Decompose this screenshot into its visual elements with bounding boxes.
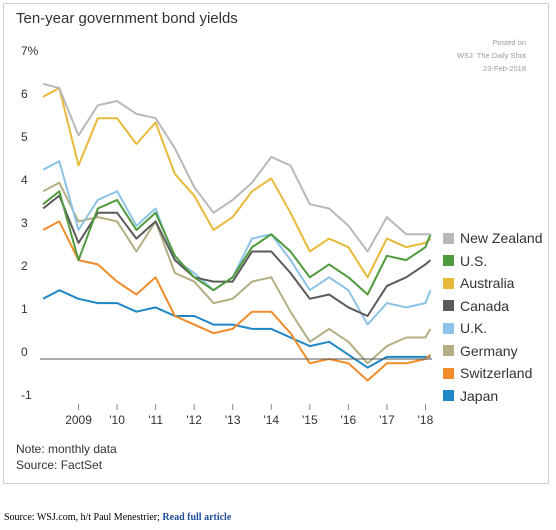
- x-tick-label: 2009: [65, 413, 92, 427]
- legend-label: Germany: [460, 342, 518, 359]
- x-tick-label: '16: [341, 413, 357, 427]
- legend-swatch: [443, 390, 454, 402]
- legend-label: Australia: [460, 275, 515, 292]
- footer-source: Source: WSJ.com, h/t Paul Menestrier; Re…: [4, 512, 231, 523]
- posted-line-1: Posted on: [492, 38, 526, 47]
- note-text: Note: monthly data: [16, 442, 117, 456]
- y-axis-ticks: 7% 6 5 4 3 2 1 0 -1: [21, 44, 39, 402]
- series-line-switzerland: [42, 220, 432, 382]
- series-line-new-zealand: [42, 82, 431, 253]
- legend-item-australia: Australia: [443, 272, 543, 295]
- legend-label: Japan: [460, 387, 499, 404]
- posted-credit: Posted on WSJ: The Daily Shot 23-Feb-201…: [457, 36, 526, 75]
- chart-notes: Note: monthly data Source: FactSet: [16, 441, 117, 473]
- y-tick-label: 6: [21, 87, 28, 101]
- legend-label: Canada: [460, 297, 510, 314]
- legend-item-u-k: U.K.: [443, 317, 543, 340]
- legend-label: U.K.: [460, 320, 488, 337]
- x-tick-label: '18: [418, 413, 434, 427]
- series-line-japan: [42, 289, 431, 369]
- posted-line-3: 23-Feb-2018: [483, 64, 526, 73]
- x-tick-label: '15: [302, 413, 318, 427]
- series-layer: [42, 82, 432, 382]
- y-tick-label: 2: [21, 259, 28, 273]
- posted-line-2: WSJ: The Daily Shot: [456, 51, 526, 60]
- x-tick-label: '17: [379, 413, 395, 427]
- legend-item-japan: Japan: [443, 385, 543, 408]
- x-tick-label: '13: [225, 413, 241, 427]
- legend-swatch: [443, 255, 454, 267]
- series-line-australia: [42, 87, 432, 279]
- x-tick-label: '10: [109, 413, 125, 427]
- legend-swatch: [443, 277, 454, 289]
- legend: New Zealand U.S. Australia Canada U.K. German…: [443, 227, 543, 407]
- y-tick-label: 3: [21, 216, 28, 230]
- legend-swatch: [443, 322, 454, 334]
- source-text: Source: FactSet: [16, 458, 103, 472]
- series-line-u-s: [42, 190, 432, 296]
- y-tick-label: 0: [21, 345, 28, 359]
- x-tick-label: '14: [263, 413, 279, 427]
- legend-label: U.S.: [460, 252, 488, 269]
- legend-label: New Zealand: [460, 230, 543, 247]
- legend-swatch: [443, 300, 454, 312]
- read-full-article-link[interactable]: Read full article: [162, 512, 232, 523]
- chart-title: Ten-year government bond yields: [16, 10, 238, 27]
- series-line-canada: [42, 194, 432, 317]
- chart-frame: [3, 3, 549, 484]
- legend-item-new-zealand: New Zealand: [443, 227, 543, 250]
- legend-swatch: [443, 367, 454, 379]
- y-tick-label: 4: [21, 173, 28, 187]
- x-axis-ticks: 2009 '10 '11 '12 '13 '14 '15 '16 '17 '18: [65, 404, 434, 427]
- y-tick-label: -1: [21, 388, 32, 402]
- legend-swatch: [443, 232, 454, 244]
- footer-source-text: Source: WSJ.com, h/t Paul Menestrier;: [4, 512, 163, 523]
- legend-item-switzerland: Switzerland: [443, 362, 543, 385]
- legend-item-germany: Germany: [443, 340, 543, 363]
- y-tick-label: 5: [21, 130, 28, 144]
- y-tick-label: 1: [21, 302, 28, 316]
- x-tick-label: '11: [148, 413, 163, 427]
- legend-label: Switzerland: [460, 365, 533, 382]
- series-line-germany: [42, 181, 432, 365]
- series-line-u-k: [42, 160, 432, 326]
- y-tick-label: 7%: [21, 44, 39, 58]
- x-tick-label: '12: [186, 413, 202, 427]
- legend-item-canada: Canada: [443, 295, 543, 318]
- legend-item-u-s: U.S.: [443, 250, 543, 273]
- legend-swatch: [443, 345, 454, 357]
